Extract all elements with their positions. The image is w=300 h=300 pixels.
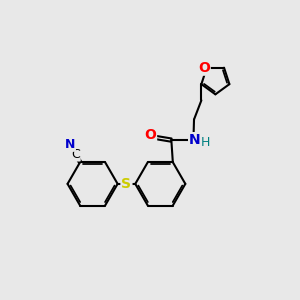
Text: N: N <box>189 133 201 147</box>
Text: H: H <box>201 136 211 149</box>
Text: S: S <box>122 177 131 191</box>
Text: N: N <box>64 138 75 151</box>
Text: C: C <box>71 148 80 160</box>
Text: O: O <box>198 61 210 75</box>
Text: O: O <box>144 128 156 142</box>
